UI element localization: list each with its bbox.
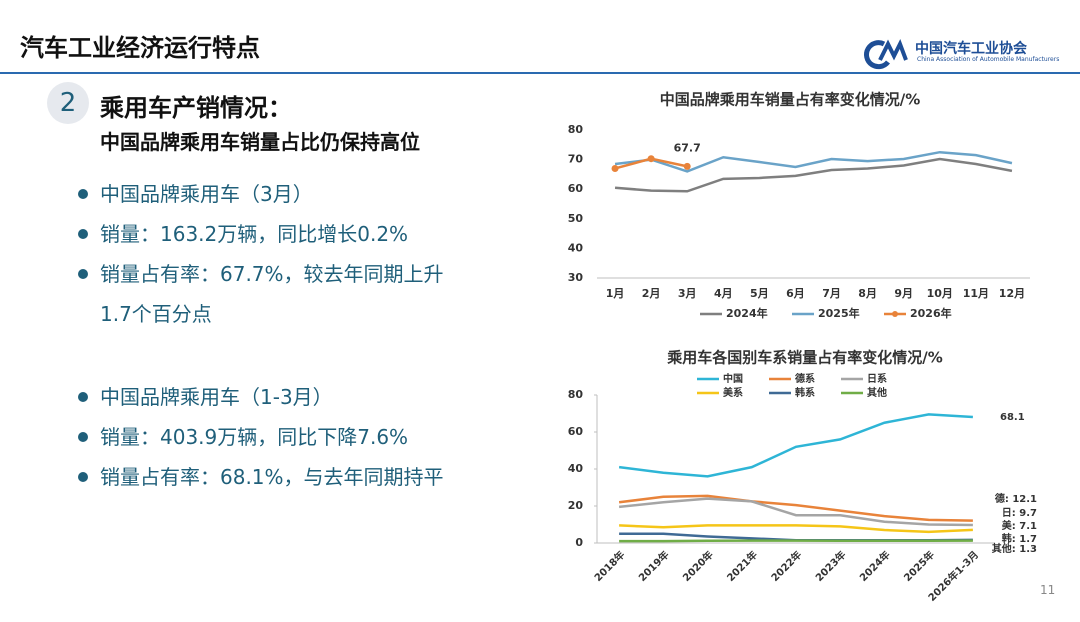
y-tick-label: 60 xyxy=(568,182,584,195)
x-tick-label: 9月 xyxy=(894,287,913,300)
logo xyxy=(864,40,890,70)
data-label: 67.7 xyxy=(674,141,701,154)
y-tick-label: 30 xyxy=(568,271,584,284)
logo xyxy=(878,39,908,61)
legend-label: 2024年 xyxy=(726,306,768,320)
legend-label: 2026年 xyxy=(910,306,952,320)
series-line xyxy=(618,497,973,527)
y-tick-label: 80 xyxy=(568,388,584,401)
y-tick-label: 20 xyxy=(568,499,584,512)
legend-marker xyxy=(892,311,898,317)
header-title: 汽车工业经济运行特点 xyxy=(20,34,260,62)
x-tick-label: 2018年 xyxy=(591,548,627,584)
data-label: 68.1 xyxy=(1000,412,1025,423)
x-tick-label: 2021年 xyxy=(724,548,760,584)
bullet-text: 销量：163.2万辆，同比增长0.2% xyxy=(100,222,409,246)
series-line xyxy=(619,524,973,534)
series-line xyxy=(619,532,973,542)
legend-label: 德系 xyxy=(794,372,815,385)
bullet-text: 中国品牌乘用车（3月） xyxy=(100,182,313,206)
x-tick-label: 10月 xyxy=(927,287,953,300)
y-tick-label: 80 xyxy=(568,123,584,136)
bullet: 中国品牌乘用车（1-3月） xyxy=(78,377,478,417)
x-tick-label: 2025年 xyxy=(901,548,937,584)
x-tick-label: 5月 xyxy=(750,287,769,300)
y-tick-label: 40 xyxy=(568,462,584,475)
chart-title: 乘用车各国别车系销量占有率变化情况/% xyxy=(666,349,943,367)
data-label: 美: 7.1 xyxy=(1002,519,1037,532)
x-tick-label: 12月 xyxy=(999,287,1025,300)
x-tick-label: 2024年 xyxy=(857,548,893,584)
x-tick-label: 7月 xyxy=(822,287,841,300)
point xyxy=(647,155,655,163)
org-name-en: China Association of Automobile Manufact… xyxy=(917,56,1060,63)
bullet: 销量：163.2万辆，同比增长0.2% xyxy=(78,214,478,254)
chart-title: 中国品牌乘用车销量占有率变化情况/% xyxy=(660,91,921,109)
bullet-text: 销量占有率：67.7%，较去年同期上升1.7个百分点 xyxy=(100,262,444,326)
x-tick-label: 2019年 xyxy=(636,548,672,584)
bullet-text: 销量：403.9万辆，同比下降7.6% xyxy=(100,425,409,449)
series-line xyxy=(619,539,973,543)
point xyxy=(683,162,691,170)
legend-label: 中国 xyxy=(723,372,743,385)
section-number: 2 xyxy=(47,82,89,124)
y-tick-label: 60 xyxy=(568,425,584,438)
section-heading: 乘用车产销情况： xyxy=(100,94,292,122)
bullet: 销量占有率：67.7%，较去年同期上升1.7个百分点 xyxy=(78,254,478,334)
legend-label: 韩系 xyxy=(795,386,815,399)
series-line xyxy=(618,494,973,522)
header-rule xyxy=(0,72,1080,74)
x-tick-label: 11月 xyxy=(963,287,989,300)
legend-label: 2025年 xyxy=(818,306,860,320)
x-tick-label: 2023年 xyxy=(813,548,849,584)
data-label: 德: 12.1 xyxy=(994,492,1037,505)
legend-label: 美系 xyxy=(723,386,743,399)
series-line xyxy=(614,150,1013,173)
x-tick-label: 6月 xyxy=(786,287,805,300)
y-tick-label: 70 xyxy=(568,153,584,166)
bullet-text: 中国品牌乘用车（1-3月） xyxy=(100,385,333,409)
org-name: 中国汽车工业协会 xyxy=(915,41,1027,57)
y-tick-label: 50 xyxy=(568,212,584,225)
bullet-text: 销量占有率：68.1%，与去年同期持平 xyxy=(100,465,444,489)
x-tick-label: 4月 xyxy=(714,287,733,300)
bullet: 销量：403.9万辆，同比下降7.6% xyxy=(78,417,478,457)
x-tick-label: 2022年 xyxy=(768,548,804,584)
y-tick-label: 0 xyxy=(575,536,583,549)
data-label: 其他: 1.3 xyxy=(992,542,1037,555)
legend-label: 其他 xyxy=(867,386,887,399)
x-tick-label: 2月 xyxy=(642,287,661,300)
x-tick-label: 8月 xyxy=(858,287,877,300)
data-label: 韩: 1.7 xyxy=(1002,532,1037,545)
page-number: 11 xyxy=(1040,583,1056,597)
series-line xyxy=(618,413,973,478)
point xyxy=(611,164,619,172)
y-tick-label: 40 xyxy=(568,241,584,254)
data-label: 日: 9.7 xyxy=(1002,507,1037,519)
section-subheading: 中国品牌乘用车销量占比仍保持高位 xyxy=(100,130,420,154)
x-tick-label: 2020年 xyxy=(680,548,716,584)
bullet: 中国品牌乘用车（3月） xyxy=(78,174,478,214)
series-line xyxy=(614,157,1013,193)
x-tick-label: 1月 xyxy=(606,287,625,300)
legend-label: 日系 xyxy=(867,372,887,385)
bullet: 销量占有率：68.1%，与去年同期持平 xyxy=(78,457,478,497)
x-tick-label: 3月 xyxy=(678,287,697,300)
